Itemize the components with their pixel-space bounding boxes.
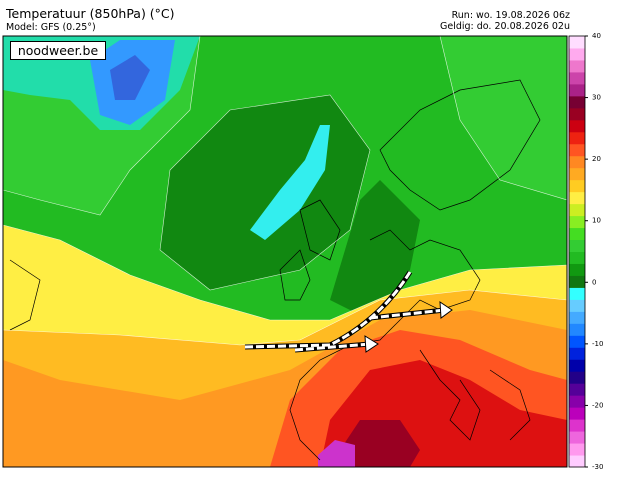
colorbar-tick-label: 40: [592, 32, 601, 40]
colorbar-step: [569, 215, 585, 229]
field-dark-blue: [110, 55, 150, 100]
colorbar-step: [569, 419, 585, 432]
logo: noodweer.be: [10, 41, 106, 60]
colorbar-tick-label: -10: [592, 340, 603, 348]
colorbar-frame: [568, 35, 586, 468]
colorbar-step: [569, 131, 585, 145]
colorbar-step: [569, 203, 585, 217]
map-frame: [2, 35, 568, 468]
colorbar-step: [569, 359, 585, 372]
field-dark-green: [330, 180, 420, 320]
colorbar-step: [569, 323, 585, 336]
field-magenta: [318, 440, 355, 467]
map: [3, 36, 567, 467]
colorbar-step: [569, 119, 585, 133]
colorbar-step: [569, 47, 585, 61]
field-light-green: [440, 36, 567, 200]
colorbar-tick-label: 0: [592, 278, 596, 286]
colorbar-step: [569, 347, 585, 360]
model-label: Model: GFS (0.25°): [6, 22, 96, 33]
colorbar-step: [569, 311, 585, 324]
colorbar-step: [569, 371, 585, 384]
colorbar-step: [569, 263, 585, 276]
colorbar-step: [569, 191, 585, 205]
colorbar-step: [569, 59, 585, 73]
colorbar-step: [569, 83, 585, 97]
colorbar-step: [569, 407, 585, 420]
contours: [3, 36, 567, 346]
colorbar-step: [569, 36, 585, 49]
colorbar-step: [569, 107, 585, 121]
field-cyan: [250, 125, 330, 240]
colorbar-step: [569, 299, 585, 312]
colorbar-tick-label: -20: [592, 401, 603, 409]
colorbar-step: [569, 431, 585, 444]
coastlines: [9, 79, 541, 461]
colorbar-step: [569, 227, 585, 241]
colorbar-tick-label: 30: [592, 94, 601, 102]
colorbar-step: [569, 383, 585, 396]
colorbar-step: [569, 395, 585, 408]
colorbar-step: [569, 95, 585, 109]
colorbar-step: [569, 251, 585, 264]
colorbar-tick-label: -30: [592, 463, 603, 471]
colorbar-step: [569, 455, 585, 468]
colorbar-step: [569, 275, 585, 288]
colorbar-step: [569, 443, 585, 456]
colorbar-step: [569, 71, 585, 85]
colorbar: 40 30 20 10 0 -10 -20 -30: [568, 32, 603, 471]
colorbar-step: [569, 143, 585, 157]
flow-arrows: [244, 270, 453, 353]
colorbar-step: [569, 239, 585, 252]
run-time: Run: wo. 19.08.2026 06z: [451, 10, 570, 21]
colorbar-step: [569, 179, 585, 193]
colorbar-step: [569, 287, 585, 300]
map-title: Temperatuur (850hPa) (°C): [6, 6, 175, 21]
colorbar-step: [569, 155, 585, 169]
colorbar-step: [569, 335, 585, 348]
valid-time: Geldig: do. 20.08.2026 02u: [439, 21, 570, 32]
colorbar-step: [569, 167, 585, 181]
colorbar-tick-label: 10: [592, 217, 601, 225]
colorbar-tick-label: 20: [592, 155, 601, 163]
